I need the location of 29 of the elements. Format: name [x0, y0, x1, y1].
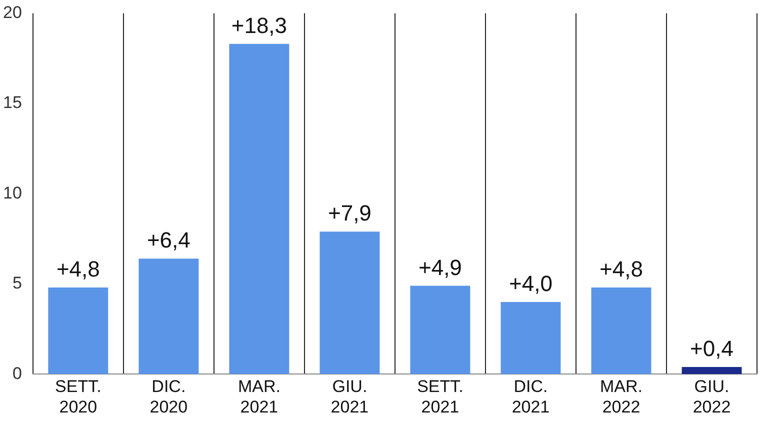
x-tick-label: DIC. 2020 [150, 377, 188, 416]
data-label: +4,9 [418, 254, 462, 280]
x-tick-label: GIU. 2022 [692, 377, 731, 416]
data-label: +4,8 [600, 256, 643, 282]
y-tick-label: 0 [12, 364, 22, 383]
y-tick-label: 20 [2, 2, 22, 22]
x-tick-label: MAR. 2022 [600, 377, 642, 416]
x-tick-label: SETT. 2020 [55, 377, 102, 416]
x-tick-label: DIC. 2021 [512, 377, 550, 416]
data-label: +7,9 [328, 200, 372, 226]
y-tick-label: 15 [2, 93, 22, 112]
bar [682, 366, 742, 374]
y-tick-label: 10 [2, 183, 22, 202]
bar [500, 302, 561, 374]
y-tick-label: 5 [12, 274, 22, 293]
data-label: +4,8 [56, 256, 100, 282]
x-tick-label: SETT. 2021 [417, 377, 464, 416]
x-tick-label: GIU. 2021 [330, 377, 369, 416]
bar [138, 258, 199, 374]
data-label: +0,4 [690, 336, 734, 362]
bar [48, 288, 108, 374]
data-label: +6,4 [146, 228, 190, 253]
data-label: +4,0 [509, 271, 552, 296]
bar [410, 286, 470, 374]
bar [591, 288, 652, 374]
x-tick-label: MAR. 2021 [238, 377, 280, 416]
bar [320, 232, 380, 374]
bar [229, 44, 290, 374]
data-label: +18,3 [231, 12, 288, 38]
